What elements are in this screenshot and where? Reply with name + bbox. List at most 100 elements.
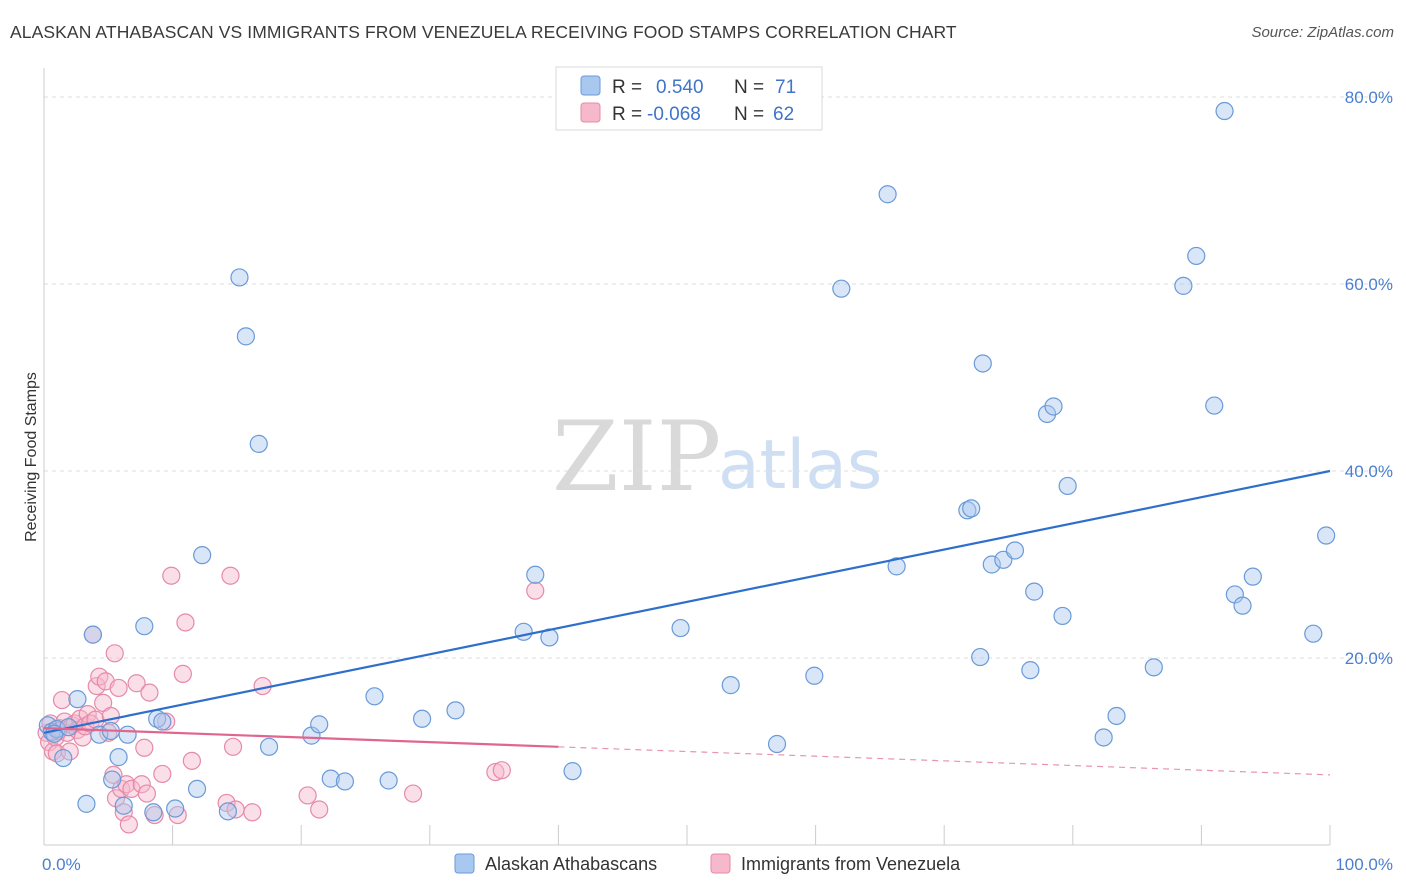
athabascan-point [671, 618, 690, 638]
x-tick-label-min: 0.0% [42, 855, 81, 874]
athabascan-point [187, 779, 207, 799]
venezuela-point [153, 764, 172, 784]
athabascan-point [1005, 541, 1025, 560]
athabascan-point [68, 690, 87, 709]
athabascan-point [1174, 276, 1193, 295]
chart-title: ALASKAN ATHABASCAN VS IMMIGRANTS FROM VE… [10, 22, 957, 42]
athabascan-point [236, 327, 256, 346]
venezuela-point [182, 751, 201, 770]
venezuela-point [298, 786, 317, 805]
athabascan-point [767, 734, 787, 754]
venezuela-point [119, 815, 138, 834]
athabascan-point [1243, 567, 1262, 586]
bottom-legend-swatch-blue [454, 853, 475, 874]
athabascan-point [878, 185, 897, 204]
y-axis-label: Receiving Food Stamps [23, 372, 40, 542]
legend-r-label-1: R = [612, 77, 642, 98]
athabascan-point [103, 770, 122, 789]
athabascan-point [166, 799, 185, 818]
athabascan-point [54, 748, 73, 768]
athabascan-point [514, 622, 533, 641]
grid [44, 96, 1392, 659]
athabascan-point [1021, 661, 1040, 680]
athabascan-point [1317, 526, 1336, 545]
axes [43, 68, 1331, 846]
athabascan-point [335, 772, 355, 791]
venezuela-point [173, 664, 192, 683]
venezuela-point [403, 784, 423, 803]
athabascan-point [1107, 706, 1126, 726]
athabascan-point [1144, 658, 1163, 677]
y-tick-label: 20.0% [1345, 649, 1393, 668]
x-tick-label-max: 100.0% [1335, 855, 1393, 874]
venezuela-trend-line [43, 727, 559, 748]
venezuela-point [105, 644, 124, 663]
legend-n-value-1: 71 [775, 77, 796, 98]
athabascan-point [1205, 396, 1224, 415]
athabascan-point [135, 617, 154, 636]
athabascan-point [77, 794, 96, 813]
venezuela-point [310, 800, 329, 819]
venezuela-point [86, 710, 105, 729]
athabascan-point [526, 565, 545, 584]
trend-lines [43, 469, 1331, 776]
legend-r-label-2: R = [612, 104, 642, 125]
y-tick-labels: 20.0% 40.0% 60.0% 80.0% [1345, 88, 1393, 668]
legend-swatch-pink [580, 102, 601, 123]
venezuela-point [127, 674, 146, 693]
athabascan-point [1215, 101, 1234, 121]
venezuela-point [223, 737, 243, 756]
series-venezuela-points [37, 566, 545, 834]
athabascan-point [1053, 606, 1072, 626]
athabascan-point [193, 546, 212, 565]
bottom-legend-label-athabascan: Alaskan Athabascans [485, 854, 657, 874]
athabascan-point [365, 687, 384, 706]
venezuela-point [60, 742, 79, 761]
athabascan-point [1044, 397, 1063, 416]
venezuela-trend-line-extension [558, 746, 1331, 776]
athabascan-point [832, 279, 851, 298]
athabascan-point [114, 796, 133, 815]
athabascan-trend-line [43, 469, 1331, 734]
watermark-zip: ZIP [552, 401, 721, 513]
venezuela-point [52, 690, 72, 710]
watermark: ZIP atlas [552, 401, 882, 513]
athabascan-point [379, 771, 398, 790]
athabascan-point [1304, 624, 1323, 643]
athabascan-point [153, 712, 172, 731]
athabascan-point [962, 499, 981, 518]
venezuela-point [526, 581, 545, 600]
athabascan-point [721, 676, 740, 695]
athabascan-point [259, 737, 279, 756]
athabascan-point [83, 625, 102, 644]
athabascan-point [971, 647, 990, 667]
venezuela-point [243, 803, 262, 822]
athabascan-point [982, 555, 1001, 574]
athabascan-point [249, 434, 268, 453]
athabascan-point [1094, 728, 1113, 747]
athabascan-point [1187, 246, 1206, 266]
legend: R = 0.540 N = 71 R = -0.068 N = 62 [555, 66, 823, 131]
x-tick-labels: 0.0% 100.0% [42, 855, 1393, 874]
venezuela-point [135, 738, 154, 757]
watermark-atlas: atlas [718, 426, 882, 505]
source-label: Source: ZipAtlas.com [1251, 24, 1394, 41]
legend-n-label-2: N = [734, 104, 764, 125]
venezuela-point [106, 789, 126, 808]
athabascan-point [446, 701, 465, 720]
venezuela-point [221, 566, 240, 585]
legend-n-value-2: 62 [773, 104, 794, 125]
athabascan-point [973, 354, 992, 373]
athabascan-point [118, 725, 137, 744]
bottom-legend: Alaskan Athabascans Immigrants from Vene… [454, 853, 961, 874]
athabascan-point [230, 268, 249, 287]
bottom-legend-swatch-pink [710, 853, 731, 874]
legend-n-label-1: N = [734, 77, 764, 98]
venezuela-point [486, 762, 505, 782]
athabascan-point [144, 803, 163, 822]
athabascan-point [321, 769, 340, 788]
athabascan-point [805, 666, 824, 685]
venezuela-point [492, 761, 511, 780]
y-tick-label: 80.0% [1345, 88, 1393, 107]
athabascan-point [109, 748, 128, 767]
